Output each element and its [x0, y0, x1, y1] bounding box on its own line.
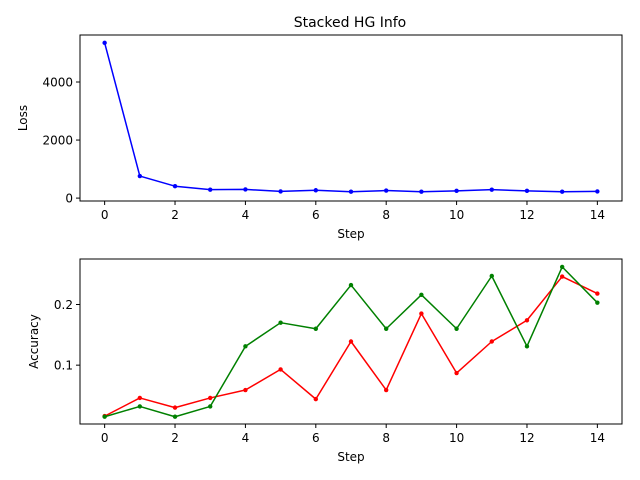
loss-axes: 0 2 4 6 8 10 12 14 0 2000 4000 Step Loss [16, 34, 623, 241]
accuracy-series-1-point [243, 387, 248, 393]
accuracy-series-2-point [419, 292, 424, 297]
accuracy-series-1-point [383, 387, 389, 393]
loss-x-tick-label: 12 [519, 208, 534, 222]
loss-series-1-point [595, 189, 600, 194]
loss-y-tick-label: 4000 [42, 76, 73, 90]
loss-series-1-point [102, 40, 107, 46]
accuracy-series-1-point [419, 311, 424, 316]
accuracy-y-tick-label: 0.2 [54, 298, 73, 312]
loss-series-1-point [208, 187, 213, 192]
loss-x-axis-label: Step [337, 227, 364, 241]
loss-series-1-point [524, 188, 530, 194]
accuracy-y-axis-label: Accuracy [27, 314, 41, 369]
accuracy-x-tick-label: 0 [101, 431, 109, 445]
loss-axes-frame [79, 34, 623, 202]
loss-x-tick-label: 8 [382, 208, 390, 222]
loss-series-1-point [348, 189, 354, 194]
accuracy-axes: 0 2 4 6 8 10 12 14 0.1 0.2 Step Accuracy [27, 258, 623, 464]
accuracy-series-2-point [559, 264, 565, 270]
accuracy-series-2-point [489, 273, 494, 279]
accuracy-series-2-point [137, 404, 143, 409]
loss-x-tick-label: 10 [449, 208, 464, 222]
accuracy-series-2-point [313, 326, 319, 331]
loss-series-1-point [454, 188, 459, 194]
accuracy-x-tick-label: 12 [519, 431, 534, 445]
loss-x-tick-label: 0 [101, 208, 109, 222]
loss-series-1-point [278, 189, 283, 194]
loss-series-1-point [419, 189, 424, 194]
accuracy-series-1-point [278, 367, 283, 372]
accuracy-x-tick-label: 14 [590, 431, 605, 445]
loss-series-1-point [243, 187, 248, 192]
accuracy-x-tick-label: 6 [312, 431, 320, 445]
accuracy-series-2-point [454, 326, 459, 331]
accuracy-series-1-point [208, 395, 213, 401]
loss-x-tick-label: 4 [242, 208, 250, 222]
accuracy-series-1-point [172, 405, 178, 410]
accuracy-series-2-point [172, 414, 178, 419]
loss-x-tick-label: 2 [171, 208, 179, 222]
accuracy-series-1-point [559, 274, 565, 279]
accuracy-series-2-point [595, 300, 600, 305]
accuracy-axes-frame [79, 258, 623, 425]
accuracy-series-1-point [454, 370, 459, 376]
accuracy-series-1-point [348, 339, 354, 344]
accuracy-x-axis-label: Step [337, 450, 364, 464]
accuracy-series-2-point [524, 344, 530, 349]
loss-x-tick-label: 6 [312, 208, 320, 222]
accuracy-series-2-point [278, 320, 283, 325]
accuracy-series-2-point [208, 404, 213, 409]
accuracy-series-1-point [595, 291, 600, 296]
loss-y-axis-label: Loss [16, 105, 30, 131]
accuracy-x-tick-label: 8 [382, 431, 390, 445]
loss-y-tick-label: 0 [65, 192, 73, 206]
loss-series-1-point [137, 173, 143, 179]
accuracy-series-2-point [348, 282, 354, 288]
accuracy-x-tick-label: 10 [449, 431, 464, 445]
loss-x-tick-label: 14 [590, 208, 605, 222]
accuracy-series-2-point [243, 344, 248, 349]
loss-y-tick-label: 2000 [42, 134, 73, 148]
loss-series-1-point [383, 188, 389, 193]
loss-series-1-point [559, 189, 565, 194]
accuracy-x-tick-label: 4 [242, 431, 250, 445]
accuracy-y-tick-label: 0.1 [54, 359, 73, 373]
accuracy-series-1-point [489, 339, 494, 344]
accuracy-series-1-point [137, 395, 143, 401]
loss-series-1-point [172, 184, 178, 189]
loss-series-1-point [313, 188, 319, 193]
accuracy-series-2-point [383, 326, 389, 331]
accuracy-series-1-point [524, 318, 530, 323]
accuracy-series-2-point [102, 414, 107, 419]
loss-series-1-point [489, 187, 494, 192]
accuracy-x-tick-label: 2 [171, 431, 179, 445]
chart-title: Stacked HG Info [294, 15, 407, 31]
accuracy-series-1-point [313, 396, 319, 402]
